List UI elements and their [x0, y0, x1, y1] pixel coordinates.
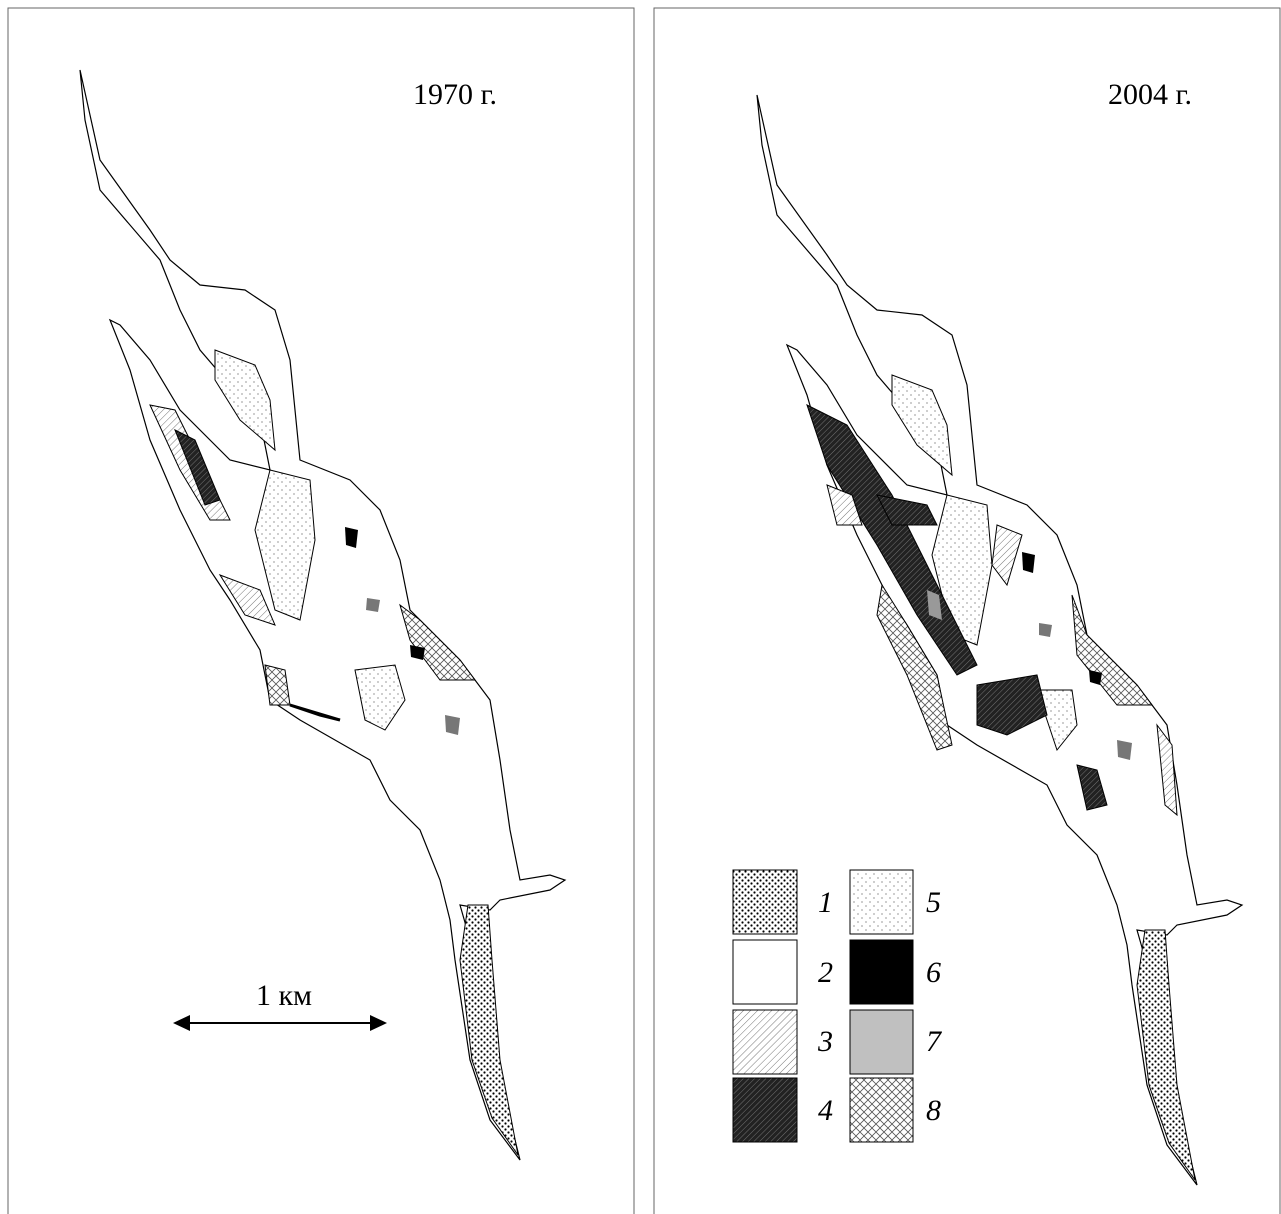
legend-swatch [850, 1078, 913, 1142]
legend-label: 7 [926, 1025, 943, 1058]
legend-swatch [733, 940, 797, 1004]
map-2004: 2004 г. [757, 78, 1242, 1185]
legend-swatch [733, 870, 797, 934]
scale-label: 1 км [256, 979, 312, 1012]
figure: 1970 г. 1 км 2004 г. 1 2 3 4 5 6 7 8 [0, 0, 1281, 1214]
legend-label: 1 [818, 886, 833, 919]
legend-label: 5 [926, 886, 941, 919]
legend-swatch [850, 1010, 913, 1074]
legend-swatch [733, 1010, 797, 1074]
legend-label: 8 [926, 1094, 941, 1127]
legend-swatch [850, 870, 913, 934]
year-label: 1970 г. [413, 78, 497, 111]
legend: 1 2 3 4 5 6 7 8 [733, 870, 943, 1142]
legend-label: 4 [818, 1094, 833, 1127]
legend-swatch [733, 1078, 797, 1142]
map-1970: 1970 г. 1 км [80, 70, 565, 1160]
legend-label: 3 [817, 1025, 833, 1058]
page: {"panels": [{"year_label": "1970 г."}, {… [0, 0, 1281, 1214]
legend-swatch [850, 940, 913, 1004]
year-label: 2004 г. [1108, 78, 1192, 111]
legend-label: 6 [926, 956, 941, 989]
legend-label: 2 [818, 956, 833, 989]
